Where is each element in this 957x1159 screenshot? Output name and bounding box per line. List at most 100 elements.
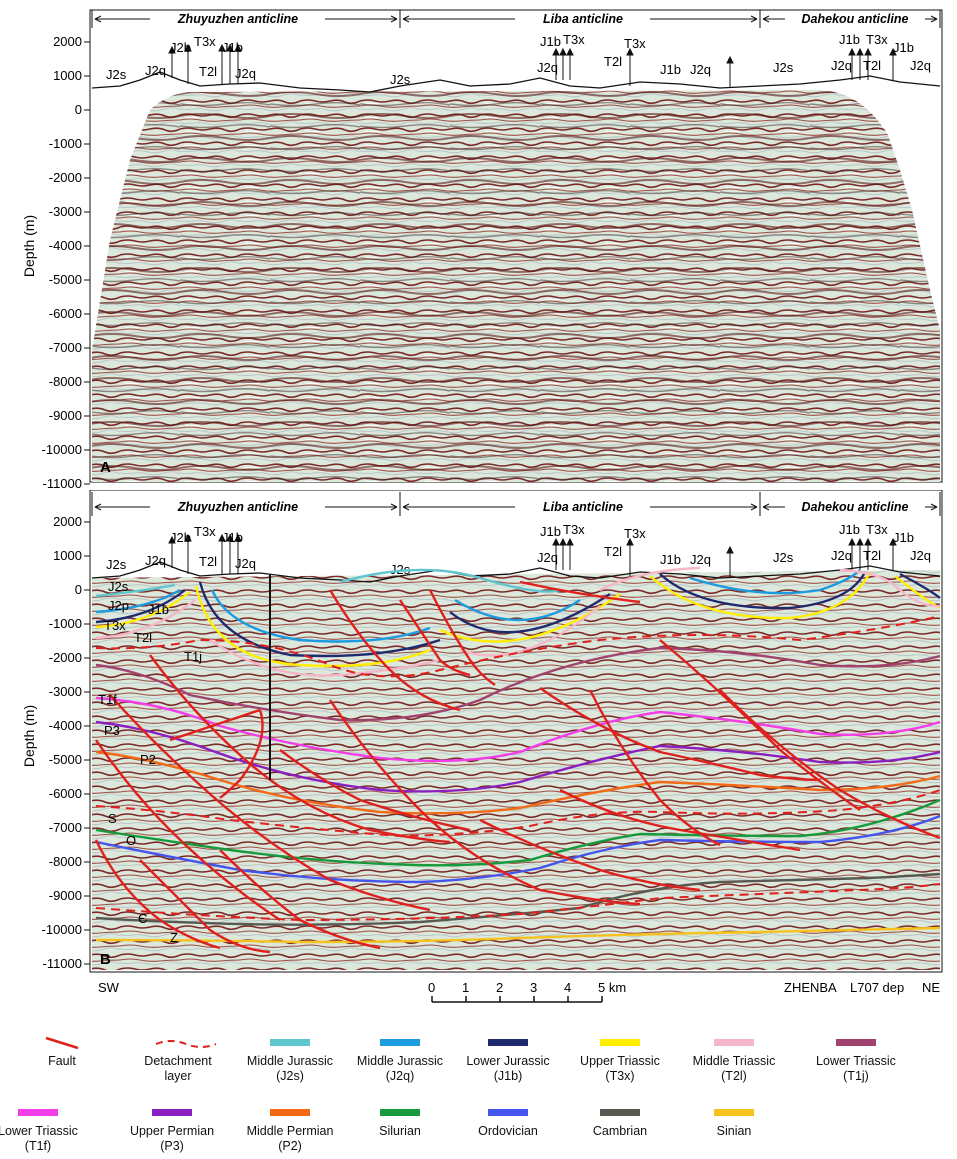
svg-text:J2q: J2q [537, 60, 558, 75]
svg-text:J1b: J1b [660, 62, 681, 77]
svg-text:J2b: J2b [170, 530, 191, 545]
depth-tick-label: -9000 [49, 888, 82, 903]
svg-text:J2q: J2q [235, 66, 256, 81]
scale-tick-label: 5 km [598, 980, 626, 995]
scale-tick-label: 0 [428, 980, 435, 995]
depth-tick-label: 2000 [53, 34, 82, 49]
strat-labels-a: J2s J2q J2b T3x T2l J1b J2q J2s J1b T3x … [106, 32, 931, 87]
svg-text:T2l: T2l [134, 630, 152, 645]
svg-text:J1b: J1b [222, 40, 243, 55]
depth-tick-label: -7000 [49, 340, 82, 355]
depth-tick-label: 1000 [53, 548, 82, 563]
svg-text:T3x: T3x [866, 32, 888, 47]
svg-text:J2q: J2q [910, 58, 931, 73]
legend-label: Fault [48, 1054, 76, 1068]
depth-tick-label: 0 [75, 102, 82, 117]
horizon-sinian [95, 926, 941, 944]
horizon-j2s [95, 568, 561, 598]
horizon-t2l [95, 566, 941, 677]
legend-swatch [598, 1036, 642, 1050]
scale-tick-label: 4 [564, 980, 571, 995]
panel-a-figure: Zhuyuzhen anticline Liba anticline Dahek… [21, 9, 943, 491]
svg-text:J1b: J1b [839, 522, 860, 537]
legend-swatch [150, 1106, 194, 1120]
svg-text:J2q: J2q [910, 548, 931, 563]
svg-text:Є: Є [138, 911, 147, 926]
depth-tick-label: -10000 [42, 922, 82, 937]
depth-tick-label: -10000 [42, 442, 82, 457]
scale-bar: 0 1 2 3 4 5 km [428, 980, 626, 1003]
depth-tick-label: -1000 [49, 616, 82, 631]
horizon-j2q [95, 569, 861, 643]
depth-tick-label: -6000 [49, 306, 82, 321]
svg-text:O: O [126, 833, 136, 848]
depth-tick-label: -2000 [49, 650, 82, 665]
horizon-t1f [95, 696, 941, 763]
svg-text:T3x: T3x [563, 522, 585, 537]
legend-label: Lower Triassic (T1f) [0, 1124, 78, 1153]
svg-text:J2q: J2q [145, 63, 166, 78]
depth-tick-label: -4000 [49, 718, 82, 733]
depth-tick-label: -11000 [42, 956, 82, 971]
panel-a: Zhuyuzhen anticline Liba anticline Dahek… [0, 0, 957, 491]
svg-text:J2q: J2q [235, 556, 256, 571]
svg-text:J1b: J1b [222, 530, 243, 545]
horizon-j1b [95, 571, 941, 658]
legend-swatch [378, 1036, 422, 1050]
svg-text:T3x: T3x [194, 524, 216, 539]
svg-text:T1j: T1j [184, 649, 202, 664]
depth-axis-b: 2000 1000 0 -1000 -2000 -3000 -4000 -5000 -6000 -… [42, 490, 91, 972]
depth-tick-label: -8000 [49, 854, 82, 869]
svg-text:J2q: J2q [145, 553, 166, 568]
depth-tick-label: 1000 [53, 68, 82, 83]
svg-text:J2s: J2s [390, 562, 411, 577]
zhenba-label: ZHENBA [784, 980, 837, 995]
svg-text:J2s: J2s [390, 72, 411, 87]
svg-text:T3x: T3x [866, 522, 888, 537]
legend-swatch [598, 1106, 642, 1120]
svg-text:P2: P2 [140, 752, 156, 767]
strat-labels-b: J2s J2q J2b T3x T2l J1b J2q J2s J1b T3x … [106, 522, 931, 577]
svg-text:J2s: J2s [106, 67, 127, 82]
legend-label: Upper Triassic (T3x) [580, 1054, 660, 1083]
legend-label: Upper Permian (P3) [129, 1124, 215, 1153]
legend-swatch [486, 1036, 530, 1050]
svg-text:T2l: T2l [863, 58, 881, 73]
depth-axis-a: 2000 1000 0 -1000 -2000 -3000 -4000 -5000 -6000 -… [42, 10, 91, 491]
scale-tick-label: 1 [462, 980, 469, 995]
legend-label: Ordovician [478, 1124, 538, 1138]
ne-label: NE [922, 980, 940, 995]
svg-text:Z: Z [170, 930, 178, 945]
legend-label: Cambrian [592, 1124, 648, 1138]
svg-text:S: S [108, 811, 117, 826]
svg-text:T3x: T3x [194, 34, 216, 49]
anticline-label-dahekou: Dahekou anticline [802, 12, 909, 26]
anticline-label-liba: Liba anticline [543, 500, 623, 514]
legend-swatch [712, 1106, 756, 1120]
horizon-p3 [95, 720, 941, 793]
legend-label: Lower Triassic (T1j) [816, 1054, 896, 1083]
depth-tick-label: -2000 [49, 170, 82, 185]
well-arrows-a [168, 43, 897, 88]
svg-text:P3: P3 [104, 723, 120, 738]
depth-axis-label-a: Depth (m) [21, 215, 37, 277]
svg-text:J2q: J2q [537, 550, 558, 565]
anticline-label-liba: Liba anticline [543, 12, 623, 26]
legend-swatch [486, 1106, 530, 1120]
horizon-t3x [95, 571, 941, 668]
seismic-section-b [92, 570, 940, 970]
legend-label: Sinian [716, 1124, 752, 1138]
svg-text:J2s: J2s [108, 579, 129, 594]
depth-tick-label: -7000 [49, 820, 82, 835]
well-arrows-b [168, 533, 897, 578]
svg-text:T2l: T2l [863, 548, 881, 563]
topography-a [91, 71, 941, 93]
legend: Fault Detachment layer Middle Jurassic (J2s)… [0, 1030, 957, 1159]
svg-text:J1b: J1b [893, 530, 914, 545]
svg-text:J2s: J2s [773, 550, 794, 565]
legend-label: Middle Jurassic (J2q) [356, 1054, 444, 1083]
svg-text:T3x: T3x [104, 618, 126, 633]
panel-letter-a: A [100, 459, 111, 476]
horizon-p2 [95, 750, 941, 815]
depth-tick-label: -11000 [42, 476, 82, 490]
